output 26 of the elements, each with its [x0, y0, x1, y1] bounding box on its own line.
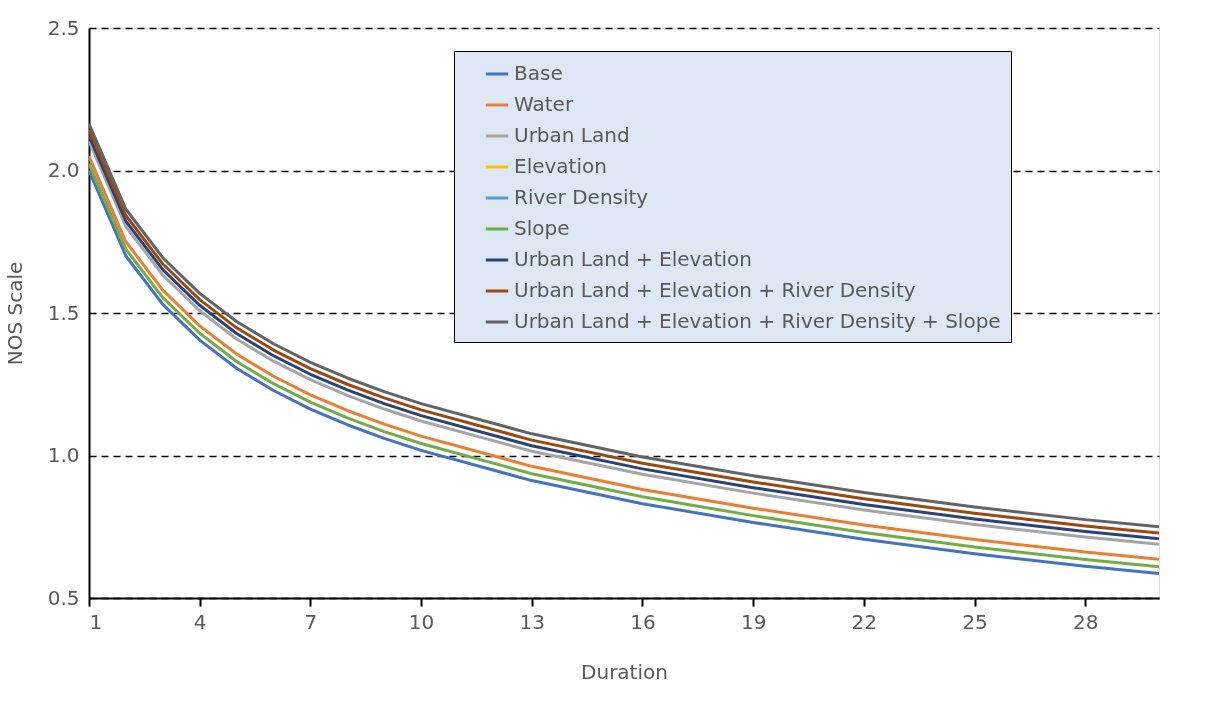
- x-tick-label: 13: [519, 609, 545, 634]
- legend-label: Urban Land: [514, 123, 630, 147]
- legend-label: Base: [514, 61, 563, 85]
- x-axis-title: Duration: [581, 659, 668, 684]
- legend-label: Urban Land + Elevation + River Density + Slope: [514, 309, 1001, 333]
- y-axis-title: NOS Scale: [2, 261, 27, 366]
- legend-label: Urban Land + Elevation: [514, 247, 752, 271]
- x-tick-label: 4: [193, 609, 207, 634]
- x-tick-label: 1: [89, 609, 103, 634]
- y-tick-label: 2.0: [47, 158, 80, 182]
- y-tick-label: 2.5: [47, 15, 80, 40]
- legend-label: River Density: [514, 185, 649, 209]
- y-tick-label: 1.0: [47, 443, 80, 467]
- x-tick-label: 19: [740, 609, 767, 634]
- legend-label: Elevation: [514, 154, 607, 178]
- x-tick-label: 7: [304, 609, 318, 634]
- legend-label: Slope: [514, 216, 570, 240]
- x-tick-label: 25: [962, 609, 988, 634]
- x-tick-label: 22: [851, 609, 878, 634]
- y-tick-label: 0.5: [47, 585, 80, 610]
- x-tick-label: 28: [1072, 609, 1099, 634]
- legend-label: Urban Land + Elevation + River Density: [514, 278, 916, 302]
- y-tick-label: 1.5: [47, 300, 80, 325]
- x-tick-label: 16: [630, 609, 656, 634]
- legend-label: Water: [514, 92, 574, 116]
- x-tick-label: 10: [408, 609, 435, 634]
